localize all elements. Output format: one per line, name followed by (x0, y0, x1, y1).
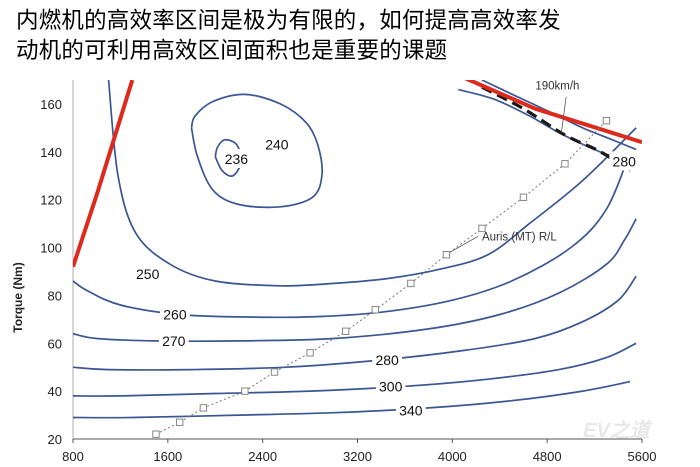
contour-label-bg (160, 304, 190, 324)
road-load-marker (371, 306, 379, 314)
y-axis-label: Torque (Nm) (11, 262, 25, 332)
caption: 内燃机的高效率区间是极为有限的，如何提高高效率发 动机的可利用高效区间面积也是重… (16, 6, 692, 66)
road-load-marker (199, 404, 208, 412)
road-load-marker (519, 193, 528, 201)
road-load-path (155, 120, 607, 435)
contour-label: 270 (162, 333, 186, 349)
contour-label-bg (132, 263, 163, 283)
contour-label: 300 (379, 378, 403, 394)
max-torque-line (464, 80, 642, 145)
contour-label: 240 (265, 137, 289, 153)
x-tick-label: 5600 (628, 449, 657, 464)
contour-line (73, 380, 631, 419)
contour-label-bg (223, 148, 254, 168)
x-tick-label: 2400 (248, 449, 277, 464)
road-load-label: Auris (MT) R/L (482, 231, 557, 243)
boundary-dashed-line (481, 85, 631, 173)
road-load-marker (270, 368, 279, 376)
x-tick-label: 4000 (438, 449, 467, 464)
road-load-marker (478, 224, 486, 233)
contour-label: 340 (399, 402, 423, 418)
road-load-marker (306, 349, 314, 357)
contour-label: 250 (136, 266, 160, 282)
contour-label: 280 (375, 352, 399, 368)
road-load-marker (241, 387, 249, 395)
road-load-marker (602, 116, 611, 125)
contour-label: 236 (225, 151, 249, 167)
contour-line (190, 93, 323, 209)
contour-line (73, 275, 637, 371)
max-torque-lines (73, 80, 642, 268)
road-load-marker (175, 418, 184, 426)
road-load-marker (407, 279, 415, 288)
x-tick-label: 1600 (153, 449, 182, 464)
contour-labels: 236 240 250 260 270 280 300 340 280 (132, 134, 640, 420)
x-tick-label: 800 (62, 449, 84, 464)
y-tick-label: 100 (40, 241, 62, 256)
max-torque-line (73, 80, 135, 268)
x-tick-label: 4800 (533, 449, 562, 464)
y-tick-label: 40 (48, 384, 62, 399)
contour-label-bg (609, 151, 640, 171)
y-tick-label: 80 (48, 288, 62, 303)
contour-label-bg (375, 376, 406, 396)
contour-label-bg (395, 400, 426, 420)
caption-line-1: 内燃机的高效率区间是极为有限的，如何提高高效率发 (16, 8, 561, 34)
contour-label-bg (372, 350, 403, 370)
annotations: Auris (MT) R/L 190km/h (449, 81, 579, 253)
caption-line-2: 动机的可利用高效区间面积也是重要的课题 (16, 38, 448, 64)
axes: 800 1600 2400 3200 4000 4800 5600 20 40 60 80 100 12… (11, 80, 656, 464)
contour-label-bg (261, 134, 292, 154)
x-tick-label: 3200 (343, 449, 372, 464)
watermark: EV之道 (583, 419, 653, 442)
y-tick-label: 60 (48, 336, 62, 351)
road-load-marker (341, 327, 350, 336)
contour-line (107, 80, 637, 287)
road-load-marker (561, 160, 569, 168)
speed-label: 190km/h (535, 81, 579, 93)
contour-lines (73, 80, 637, 419)
y-tick-label: 140 (40, 145, 62, 160)
contour-line (73, 218, 637, 343)
road-load-leader (449, 236, 479, 253)
y-tick-label: 160 (40, 97, 62, 112)
speed-leader (560, 96, 567, 133)
contour-label: 280 (613, 153, 637, 169)
y-tick-label: 20 (48, 432, 62, 447)
contour-line (73, 151, 631, 319)
road-load-marker (442, 251, 451, 259)
y-tick-label: 120 (40, 193, 62, 208)
road-load-marker (152, 430, 160, 438)
road-load-line (152, 116, 611, 438)
contour-label-bg (158, 330, 189, 350)
contour-label: 260 (163, 307, 187, 323)
